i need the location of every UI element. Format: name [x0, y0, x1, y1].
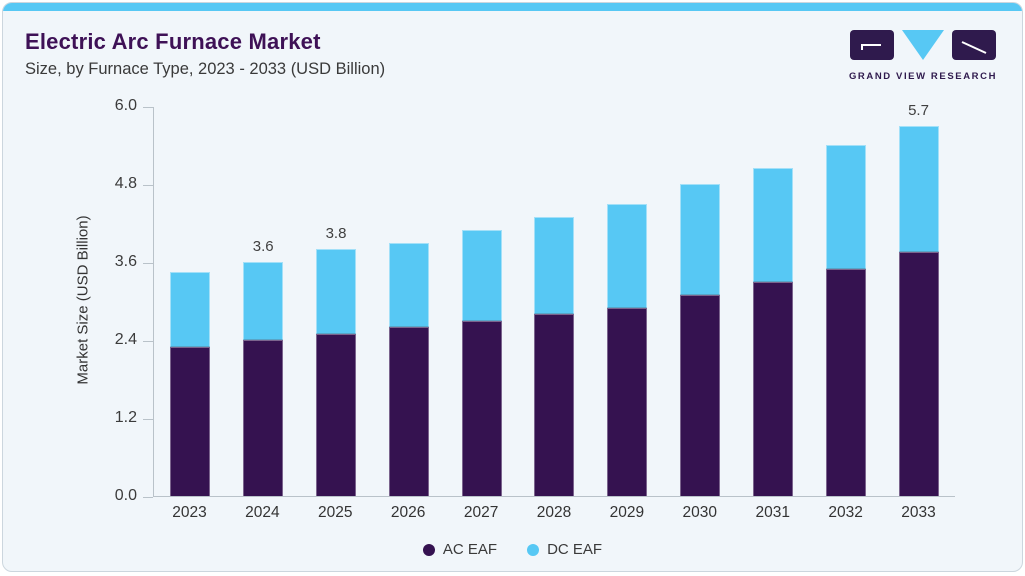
- plot-area: 3.6 3.8 5.7: [153, 102, 955, 497]
- stacked-bar-2027[interactable]: [461, 229, 502, 496]
- stacked-bar-2032[interactable]: [825, 145, 866, 496]
- bar-slot-2031: [737, 107, 810, 496]
- bar-slot-2024: 3.6: [227, 107, 300, 496]
- chart-legend: AC EAF DC EAF: [3, 541, 1022, 558]
- y-tick-mark: [143, 418, 153, 420]
- bar-segment-dc-eaf-2029[interactable]: [607, 203, 648, 308]
- stacked-bar-2025[interactable]: [316, 249, 357, 496]
- x-tick-label-2024: 2024: [245, 504, 280, 521]
- y-tick-label: 1.2: [114, 409, 137, 426]
- x-tick-label-2030: 2030: [682, 504, 718, 521]
- stacked-bar-2023[interactable]: [170, 271, 211, 496]
- stacked-bar-2026[interactable]: [388, 242, 429, 496]
- bar-slot-2033: 5.7: [882, 102, 955, 496]
- bar-segment-ac-eaf-2024[interactable]: [243, 340, 284, 496]
- stacked-bar-2031[interactable]: [752, 167, 793, 496]
- legend-label: AC EAF: [442, 541, 498, 558]
- legend-dot-icon: [422, 543, 435, 556]
- header: Electric Arc Furnace Market Size, by Fur…: [25, 29, 385, 79]
- x-tick-label-2033: 2033: [901, 504, 936, 521]
- y-tick-label: 3.6: [114, 253, 137, 270]
- gvr-logo-icon: [850, 30, 996, 60]
- y-axis-label: Market Size (USD Billion): [74, 215, 92, 385]
- x-tick-label-2023: 2023: [172, 504, 207, 521]
- x-tick-label-2028: 2028: [536, 504, 572, 521]
- stacked-bar-2033[interactable]: [898, 125, 939, 496]
- bar-total-label-2025: 3.8: [325, 225, 347, 242]
- stacked-bar-2029[interactable]: [607, 203, 648, 496]
- bar-segment-ac-eaf-2027[interactable]: [461, 320, 502, 496]
- grand-view-research-logo: GRAND VIEW RESEARCH: [848, 29, 998, 82]
- bar-segment-dc-eaf-2024[interactable]: [243, 262, 284, 340]
- page-title: Electric Arc Furnace Market: [25, 29, 321, 54]
- top-accent-strip: [3, 3, 1022, 11]
- bar-segment-ac-eaf-2032[interactable]: [825, 268, 866, 496]
- bar-slot-2026: [372, 107, 445, 496]
- legend-dot-icon: [527, 543, 540, 556]
- stacked-bar-2028[interactable]: [534, 216, 575, 496]
- bar-segment-dc-eaf-2028[interactable]: [534, 216, 575, 314]
- y-tick-label: 0.0: [114, 487, 137, 504]
- y-tick-mark: [143, 106, 153, 108]
- bar-segment-dc-eaf-2026[interactable]: [388, 242, 429, 327]
- bar-slot-2028: [518, 107, 591, 496]
- stacked-bar-2024[interactable]: [243, 262, 284, 496]
- y-tick-mark: [143, 340, 153, 342]
- bar-segment-ac-eaf-2029[interactable]: [607, 307, 648, 496]
- bar-segment-dc-eaf-2027[interactable]: [461, 229, 502, 321]
- bar-segment-ac-eaf-2023[interactable]: [170, 346, 211, 496]
- x-tick-label-2029: 2029: [609, 504, 645, 521]
- page-subtitle: Size, by Furnace Type, 2023 - 2033 (USD …: [25, 60, 386, 78]
- x-tick-label-2026: 2026: [390, 504, 426, 521]
- y-tick-mark: [143, 262, 153, 264]
- bar-segment-dc-eaf-2032[interactable]: [825, 145, 866, 269]
- bar-segment-ac-eaf-2026[interactable]: [388, 327, 429, 496]
- bar-slot-2023: [154, 107, 227, 496]
- bars-container: 3.6 3.8 5.7: [154, 102, 955, 496]
- y-tick-label: 6.0: [114, 97, 137, 114]
- legend-label: DC EAF: [547, 541, 603, 558]
- bar-total-label-2033: 5.7: [908, 101, 929, 119]
- legend-item-dc-eaf[interactable]: DC EAF: [527, 541, 602, 558]
- bar-slot-2029: [591, 107, 664, 496]
- bar-segment-dc-eaf-2031[interactable]: [752, 167, 793, 282]
- bar-total-label-2024: 3.6: [252, 238, 274, 255]
- stacked-bar-2030[interactable]: [680, 184, 721, 496]
- bar-segment-ac-eaf-2028[interactable]: [534, 314, 575, 496]
- x-tick-label-2031: 2031: [755, 504, 790, 521]
- bar-slot-2027: [445, 107, 518, 496]
- bar-segment-dc-eaf-2033[interactable]: [898, 125, 939, 253]
- bar-slot-2030: [664, 107, 737, 496]
- bar-segment-dc-eaf-2023[interactable]: [170, 271, 211, 347]
- legend-item-ac-eaf[interactable]: AC EAF: [422, 541, 498, 558]
- x-tick-label-2027: 2027: [463, 504, 499, 521]
- x-tick-label-2032: 2032: [828, 504, 863, 521]
- x-axis-labels: 2023 2024 2025 2026 2027 2028 2029 2030 2031 2032…: [153, 504, 955, 522]
- bar-segment-ac-eaf-2033[interactable]: [898, 252, 939, 496]
- x-tick-label-2025: 2025: [318, 504, 353, 521]
- bar-segment-ac-eaf-2030[interactable]: [680, 294, 721, 496]
- bar-segment-dc-eaf-2030[interactable]: [680, 184, 721, 295]
- bar-slot-2032: [809, 107, 882, 496]
- y-tick-mark: [143, 496, 153, 498]
- bar-segment-ac-eaf-2025[interactable]: [316, 333, 357, 496]
- y-tick-mark: [143, 184, 153, 186]
- bar-segment-dc-eaf-2025[interactable]: [316, 249, 357, 334]
- bar-slot-2025: 3.8: [300, 107, 373, 496]
- bar-segment-ac-eaf-2031[interactable]: [752, 281, 793, 496]
- logo-text: GRAND VIEW RESEARCH: [848, 71, 998, 82]
- y-tick-label: 2.4: [114, 331, 137, 348]
- y-tick-label: 4.8: [114, 175, 137, 192]
